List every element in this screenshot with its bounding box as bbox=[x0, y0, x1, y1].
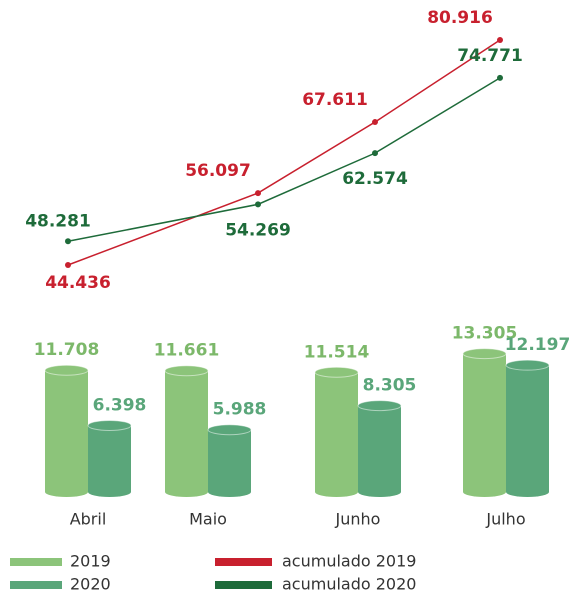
value-label: 6.398 bbox=[93, 395, 147, 415]
value-label: 62.574 bbox=[342, 169, 408, 189]
legend-swatch bbox=[10, 558, 62, 566]
legend-swatch bbox=[215, 558, 272, 566]
bar bbox=[165, 370, 208, 492]
bar bbox=[358, 405, 401, 492]
value-label: 8.305 bbox=[363, 376, 417, 396]
x-tick-label: Abril bbox=[70, 510, 107, 529]
value-label: 12.197 bbox=[505, 335, 571, 355]
legend-swatch bbox=[215, 581, 272, 589]
line bbox=[67, 77, 501, 243]
bar bbox=[88, 425, 131, 492]
value-label: 13.305 bbox=[452, 324, 518, 344]
value-label: 11.514 bbox=[304, 342, 370, 362]
legend-swatch bbox=[10, 581, 62, 589]
x-tick-label: Maio bbox=[189, 510, 227, 529]
point bbox=[65, 262, 71, 268]
value-label: 67.611 bbox=[302, 90, 368, 110]
point bbox=[255, 190, 261, 197]
line bbox=[67, 39, 501, 266]
value-label: 54.269 bbox=[225, 220, 291, 240]
legend-label: acumulado 2019 bbox=[282, 552, 416, 571]
cylinder-top bbox=[357, 400, 402, 412]
legend-label: acumulado 2020 bbox=[282, 575, 416, 594]
bar bbox=[506, 365, 549, 492]
value-label: 56.097 bbox=[185, 161, 251, 181]
value-label: 11.661 bbox=[154, 341, 220, 361]
point bbox=[65, 238, 71, 245]
point bbox=[497, 74, 503, 81]
value-label: 5.988 bbox=[213, 400, 267, 420]
cylinder-top bbox=[314, 366, 359, 378]
point bbox=[372, 119, 378, 126]
x-tick-label: Junho bbox=[335, 510, 381, 529]
value-label: 74.771 bbox=[457, 46, 523, 66]
cylinder-top bbox=[462, 348, 507, 360]
cylinder-top bbox=[164, 365, 209, 377]
bar bbox=[208, 429, 251, 492]
value-label: 80.916 bbox=[427, 8, 493, 28]
legend-label: 2019 bbox=[70, 552, 111, 571]
value-label: 44.436 bbox=[45, 273, 111, 293]
cylinder-top bbox=[207, 424, 252, 436]
value-label: 48.281 bbox=[25, 211, 91, 231]
cylinder-top bbox=[505, 359, 550, 371]
bar bbox=[463, 353, 506, 492]
value-label: 11.708 bbox=[34, 340, 100, 360]
cylinder-top bbox=[87, 419, 132, 431]
bar bbox=[315, 372, 358, 492]
x-tick-label: Julho bbox=[485, 510, 525, 529]
bar bbox=[45, 370, 88, 492]
cylinder-top bbox=[44, 364, 89, 376]
point bbox=[372, 150, 378, 157]
point bbox=[497, 37, 503, 43]
legend-label: 2020 bbox=[70, 575, 111, 594]
point bbox=[255, 201, 261, 208]
